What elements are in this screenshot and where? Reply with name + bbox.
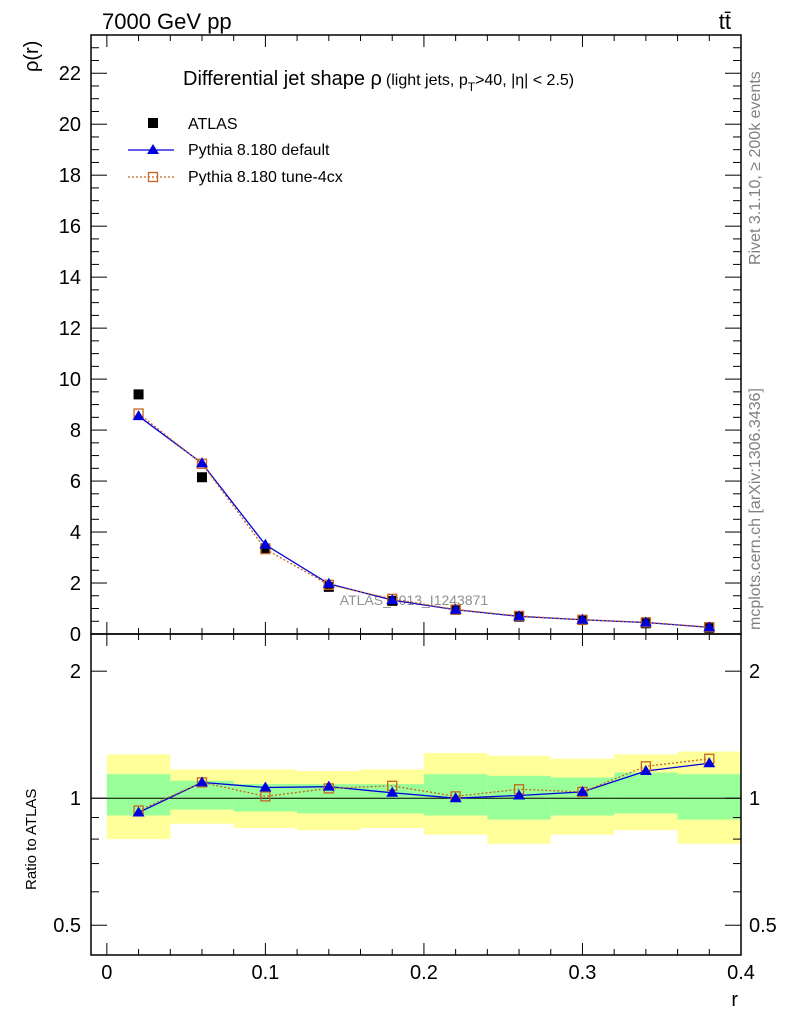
chart-title: Differential jet shape ρ (light jets, pT>… (183, 68, 574, 94)
data-point-default (449, 603, 462, 614)
legend-marker-default (147, 144, 159, 154)
data-point-default (576, 613, 589, 624)
ratio-point-default (322, 780, 335, 791)
y-tick-label: 2 (70, 573, 81, 595)
data-point-default (259, 538, 272, 549)
x-tick-label: 0.3 (569, 962, 597, 984)
ratio-point-default (513, 789, 526, 800)
rivet-label: Rivet 3.1.10, ≥ 200k events (747, 71, 764, 265)
data-point-default (322, 577, 335, 588)
ratio-y-tick-label-right: 0.5 (749, 915, 777, 937)
y-tick-label: 6 (70, 471, 81, 493)
ratio-point-default (576, 785, 589, 796)
legend: ATLAS Pythia 8.180 default Pythia 8.180 … (128, 116, 343, 186)
y-tick-label: 10 (59, 369, 81, 391)
collision-label: 7000 GeV pp (102, 9, 232, 34)
ratio-point-default (386, 786, 399, 797)
legend-label-default: Pythia 8.180 default (188, 142, 330, 159)
y-tick-label: 16 (59, 216, 81, 238)
ratio-panel: 0 0.1 0.2 0.3 0.4 0.5 0.5 1 1 2 2 (53, 633, 777, 984)
y-tick-label: 0 (70, 624, 81, 646)
ratio-point-default (449, 792, 462, 803)
x-tick-label: 0.2 (410, 962, 438, 984)
ratio-point-default (639, 765, 652, 776)
data-point-default (132, 410, 145, 421)
main-ylabel: ρ(r) (21, 41, 43, 72)
x-tick-label: 0.4 (727, 962, 755, 984)
ratio-y-tick-label: 0.5 (53, 915, 81, 937)
analysis-watermark: ATLAS_2013_I1243871 (340, 592, 489, 608)
ratio-point-tune (260, 791, 271, 802)
ratio-point-default (195, 776, 208, 787)
series-line-tune (138, 413, 710, 628)
legend-label-tune: Pythia 8.180 tune-4cx (188, 169, 343, 186)
data-point-default (703, 621, 716, 632)
legend-label-atlas: ATLAS (188, 116, 238, 133)
ratio-y-tick-label: 1 (70, 788, 81, 810)
ratio-xlabel: r (731, 989, 738, 1011)
y-tick-label: 18 (59, 165, 81, 187)
legend-marker-atlas (148, 118, 158, 128)
chart-title-sub: (light jets, p (386, 72, 468, 89)
chart-title-sub-rest: >40, |η| < 2.5) (475, 72, 574, 89)
data-point-atlas (196, 472, 207, 483)
data-point-atlas (133, 389, 144, 400)
ratio-line-default (138, 762, 710, 814)
chart-title-main: Differential jet shape ρ (183, 68, 382, 90)
x-tick-label: 0 (101, 962, 112, 984)
ratio-point-default (703, 757, 716, 768)
y-tick-label: 22 (59, 63, 81, 85)
chart-title-sub-index: T (468, 80, 476, 94)
ratio-y-tick-label-right: 2 (749, 661, 760, 683)
uncertainty-band-inner (614, 772, 678, 814)
ratio-y-tick-label: 2 (70, 661, 81, 683)
legend-marker-tune (147, 171, 159, 183)
y-tick-label: 14 (59, 267, 81, 289)
data-point-default (513, 610, 526, 621)
y-tick-label: 8 (70, 420, 81, 442)
ratio-plot-frame (90, 633, 742, 956)
data-point-default (386, 594, 399, 605)
main-panel: 0 2 4 6 8 10 12 14 16 18 20 22 ATLAS_2013_I1243871 (59, 34, 742, 646)
data-point-default (195, 457, 208, 468)
y-tick-label: 20 (59, 114, 81, 136)
data-point-default (639, 616, 652, 627)
ratio-y-tick-label-right: 1 (749, 788, 760, 810)
uncertainty-band-inner (677, 774, 741, 820)
x-tick-label: 0.1 (251, 962, 279, 984)
ratio-point-default (132, 806, 145, 817)
y-tick-label: 4 (70, 522, 81, 544)
y-tick-label: 12 (59, 318, 81, 340)
ratio-line-tune (138, 758, 710, 812)
ratio-ylabel: Ratio to ATLAS (23, 789, 40, 890)
process-label: tt̄ (719, 9, 731, 34)
mcplots-label: mcplots.cern.ch [arXiv:1306.3436] (747, 388, 764, 630)
ratio-point-default (259, 781, 272, 792)
